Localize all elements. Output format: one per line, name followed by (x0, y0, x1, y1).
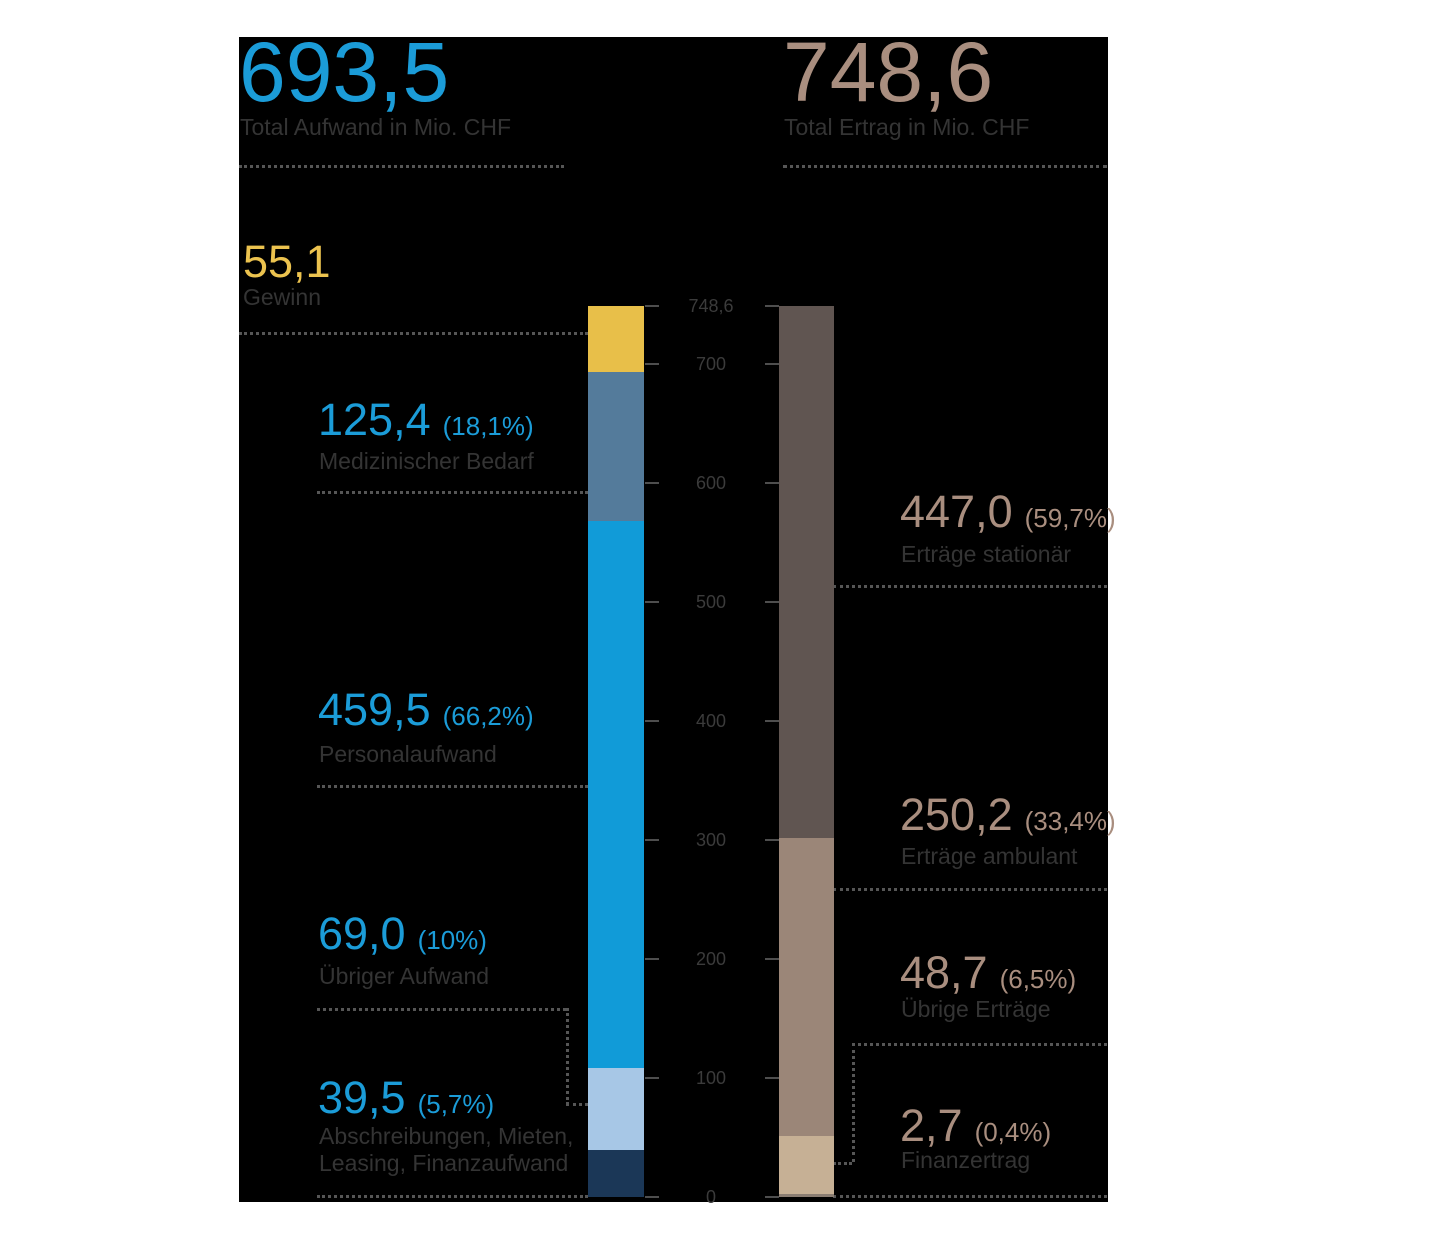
axis-tick-label: 748,6 (688, 296, 734, 316)
uebrige-ertraege-label: Übrige Erträge (901, 996, 1051, 1022)
axis-tick-mark (765, 600, 779, 603)
total-aufwand-value: 693,5 (239, 25, 450, 119)
leader-bracket-horizontal-uebriger-aufwand (566, 1103, 588, 1106)
axis-tick-mark (765, 305, 779, 307)
finanzertrag-value: 2,7 (0,4%) (900, 1101, 1051, 1151)
value-text: 447,0 (900, 486, 1013, 537)
axis-tick-label: 200 (695, 948, 727, 969)
medizinischer-bedarf-label: Medizinischer Bedarf (319, 448, 534, 474)
axis-tick-mark (645, 1196, 659, 1198)
axis-tick-label: 0 (705, 1187, 716, 1207)
percent-text: (0,4%) (974, 1117, 1052, 1147)
bar-segment-abschreibungen (588, 1149, 644, 1197)
axis-tick-label: 100 (695, 1067, 727, 1088)
total-aufwand-label: Total Aufwand in Mio. CHF (240, 114, 512, 140)
axis-tick-mark (645, 957, 659, 960)
axis-tick-mark (645, 838, 659, 841)
axis-tick-mark (645, 362, 659, 365)
value-axis: 748,6 700 600 500 400 300 200 100 0 (239, 37, 1108, 1207)
leader-line-personalaufwand (317, 785, 588, 788)
aufwand-stacked-bar (588, 306, 644, 1197)
axis-tick-mark (765, 362, 779, 365)
ertraege-stationaer-label: Erträge stationär (901, 541, 1072, 567)
axis-tick-label: 600 (695, 472, 727, 493)
bar-segment-medizinischer-bedarf (588, 371, 644, 521)
personalaufwand-label: Personalaufwand (319, 741, 497, 767)
value-text: 39,5 (318, 1072, 406, 1123)
leader-bracket-vertical-uebriger-aufwand (566, 1008, 569, 1105)
abschreibungen-label: Abschreibungen, Mieten, Leasing, Finanza… (319, 1123, 573, 1177)
bar-segment-ertraege-ambulant (779, 838, 834, 1136)
baseline-right (833, 1195, 1107, 1198)
leader-line-ertraege-stationaer (833, 585, 1107, 588)
value-text: 125,4 (318, 394, 431, 445)
leader-line-gewinn (239, 332, 588, 335)
total-ertrag-label: Total Ertrag in Mio. CHF (784, 114, 1030, 140)
axis-tick-mark (765, 1196, 779, 1198)
percent-text: (6,5%) (999, 964, 1077, 994)
value-text: 48,7 (900, 947, 988, 998)
axis-tick-mark (765, 481, 779, 484)
uebriger-aufwand-label: Übriger Aufwand (319, 963, 490, 989)
axis-tick-mark (645, 305, 659, 307)
separator-total-ertrag (783, 165, 1107, 168)
finanzertrag-label: Finanzertrag (901, 1147, 1031, 1173)
bar-segment-gewinn (588, 306, 644, 372)
percent-text: (59,7%) (1024, 503, 1116, 533)
bar-segment-ertraege-stationaer (779, 306, 834, 838)
value-text: 69,0 (318, 908, 406, 959)
axis-tick-label: 400 (695, 710, 727, 731)
axis-tick-label: 700 (695, 353, 727, 374)
axis-tick-mark (645, 1076, 659, 1079)
bar-segment-finanzertrag (779, 1193, 834, 1197)
personalaufwand-value: 459,5 (66,2%) (318, 685, 534, 735)
leader-line-ertraege-ambulant (833, 888, 1107, 891)
axis-tick-label: 300 (695, 829, 727, 850)
percent-text: (33,4%) (1024, 806, 1116, 836)
axis-tick-mark (645, 481, 659, 484)
ertraege-ambulant-value: 250,2 (33,4%) (900, 790, 1116, 840)
percent-text: (5,7%) (417, 1089, 495, 1119)
uebrige-ertraege-value: 48,7 (6,5%) (900, 948, 1076, 998)
gewinn-label: Gewinn (243, 284, 321, 310)
percent-text: (66,2%) (442, 701, 534, 731)
ertrag-stacked-bar (779, 306, 834, 1197)
ertraege-stationaer-value: 447,0 (59,7%) (900, 487, 1116, 537)
total-ertrag-value: 748,6 (783, 25, 994, 119)
bar-segment-personalaufwand (588, 520, 644, 1068)
value-text: 2,7 (900, 1100, 963, 1151)
leader-line-uebrige-ertraege (852, 1043, 1107, 1046)
separator-total-aufwand (239, 165, 564, 168)
bar-segment-uebrige-ertraege (779, 1135, 834, 1194)
leader-line-uebriger-aufwand (317, 1008, 566, 1011)
axis-tick-mark (765, 838, 779, 841)
axis-tick-mark (765, 1076, 779, 1079)
bar-segment-uebriger-aufwand (588, 1067, 644, 1150)
value-text: 459,5 (318, 684, 431, 735)
ertraege-ambulant-label: Erträge ambulant (901, 843, 1078, 869)
axis-tick-mark (765, 719, 779, 722)
leader-bracket-vertical-uebrige-ertraege (852, 1043, 855, 1162)
value-text: 250,2 (900, 789, 1013, 840)
leader-bracket-horizontal-uebrige-ertraege (833, 1162, 852, 1165)
abschreibungen-label-line2: Leasing, Finanzaufwand (319, 1150, 569, 1176)
chart-panel: 693,5 Total Aufwand in Mio. CHF 748,6 To… (239, 27, 1116, 1207)
baseline-left (317, 1195, 588, 1198)
axis-tick-mark (645, 600, 659, 603)
axis-tick-mark (645, 719, 659, 722)
axis-tick-label: 500 (695, 591, 727, 612)
percent-text: (10%) (417, 925, 487, 955)
uebriger-aufwand-value: 69,0 (10%) (318, 909, 487, 959)
percent-text: (18,1%) (442, 411, 534, 441)
axis-tick-mark (765, 957, 779, 960)
gewinn-value: 55,1 (243, 236, 331, 287)
abschreibungen-label-line1: Abschreibungen, Mieten, (319, 1123, 574, 1149)
abschreibungen-value: 39,5 (5,7%) (318, 1073, 494, 1123)
leader-line-medizinischer-bedarf (317, 491, 588, 494)
medizinischer-bedarf-value: 125,4 (18,1%) (318, 395, 534, 445)
